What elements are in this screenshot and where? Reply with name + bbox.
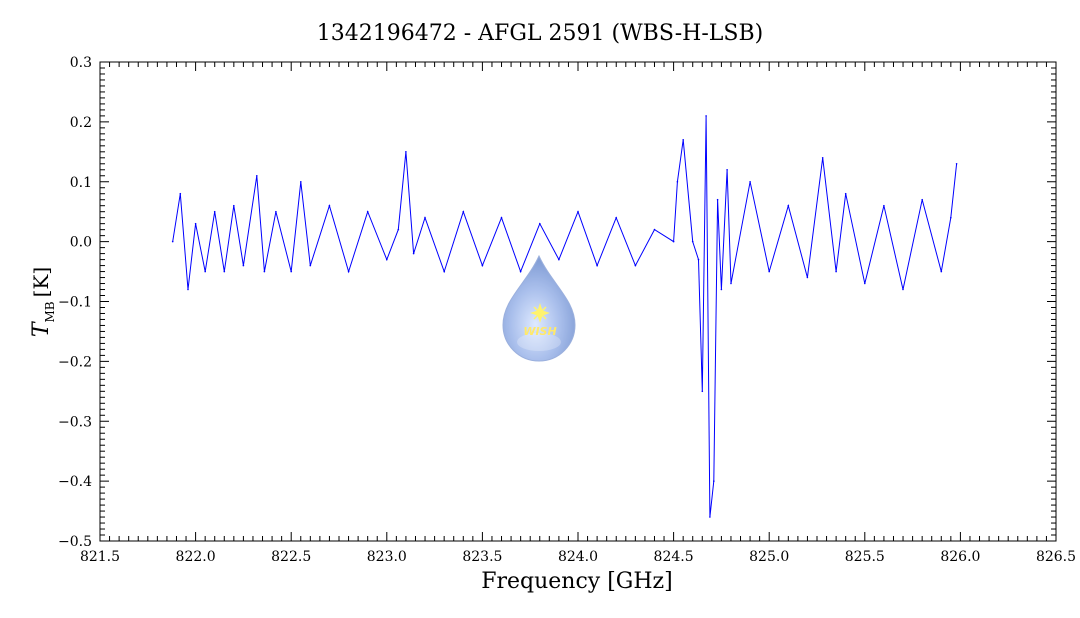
data-point [242,264,245,267]
data-point [883,204,885,207]
y-axis-title-unit: [K] [29,267,53,298]
data-point [405,151,407,153]
y-tick-label: 0.1 [70,175,92,191]
data-point [596,264,598,267]
x-tick-label: 826.5 [1036,549,1076,565]
data-point [921,198,923,201]
data-point [309,264,312,267]
y-tick-label: 0.2 [70,115,92,131]
data-point [462,210,465,213]
x-tick-label: 824.5 [654,549,694,565]
data-point [558,258,560,261]
x-tick-label: 825.5 [845,549,885,565]
x-tick-label: 825.0 [749,549,789,565]
wish-logo: WISH [502,254,576,362]
svg-text:TMB[K]: TMB [K] [29,267,57,337]
data-point [697,258,700,261]
y-axis-title: TMB [K] [29,267,57,337]
data-point [940,270,943,273]
data-point [615,216,617,219]
y-tick-label: −0.4 [58,474,92,490]
y-tick-label: −0.2 [58,354,92,370]
plot-series [171,115,958,518]
data-point [275,210,277,213]
chart-title: 1342196472 - AFGL 2591 (WBS-H-LSB) [317,21,763,46]
data-point [424,216,426,219]
data-point [768,270,770,273]
data-point [806,276,809,279]
data-point [713,480,715,482]
x-axis-title: Frequency [GHz] [481,569,673,594]
data-point [347,270,350,273]
logo-label: WISH [523,325,556,338]
data-point [821,157,824,159]
x-tick-label: 823.0 [367,549,407,565]
data-point [676,181,679,183]
y-tick-label: −0.5 [58,534,92,550]
plot-frame [99,61,1057,542]
data-point [864,282,866,285]
y-tick-label: −0.1 [58,295,92,311]
y-axis-title-sub: MB [43,301,57,322]
data-point [720,288,723,291]
data-point [179,192,182,195]
data-point [634,264,637,267]
x-tick-label: 826.0 [940,549,980,565]
data-point [300,181,302,183]
y-tick-label: 0.0 [70,235,92,251]
data-point [328,204,331,207]
x-tick-label: 822.5 [271,549,311,565]
data-point [171,240,174,243]
data-point [705,115,707,117]
data-point [691,240,694,243]
data-point [233,204,235,207]
data-point [730,282,732,285]
data-point [194,222,197,225]
y-axis: −0.5 −0.4 −0.3 −0.2 −0.1 0.0 0.1 0.2 0.3 [58,55,1056,550]
data-point [500,216,503,219]
data-point [412,252,415,255]
data-point [955,163,958,165]
data-point [749,181,751,183]
data-point [902,288,904,291]
data-point [481,264,484,267]
data-point [682,139,684,141]
data-point [835,270,837,273]
data-point [223,270,226,273]
data-point [397,228,400,231]
x-tick-label: 823.5 [462,549,502,565]
data-point [672,240,675,243]
data-point [726,169,728,171]
data-point [255,175,258,177]
data-point [577,210,579,213]
data-point [519,270,522,273]
data-point [950,216,952,219]
data-point [204,270,206,273]
data-point [187,288,189,291]
data-point [263,270,266,273]
data-point [716,198,719,201]
data-point [844,192,847,195]
data-point [290,270,293,273]
y-tick-label: 0.3 [70,55,92,71]
data-point [213,210,216,213]
x-tick-label: 821.5 [80,549,120,565]
x-tick-label: 822.0 [176,549,216,565]
series-line-0 [172,115,958,518]
y-axis-title-main: T [29,320,54,337]
data-point [787,204,790,207]
data-point [539,222,541,225]
data-point [386,258,388,261]
x-axis: 821.5 822.0 822.5 823.0 823.5 824.0 824.5 825.0… [80,62,1076,565]
y-tick-label: −0.3 [58,414,92,430]
data-point [366,210,369,213]
data-point [709,516,711,518]
data-point [443,270,446,273]
data-point [653,228,656,231]
star-icon [530,303,550,323]
x-tick-label: 824.0 [558,549,598,565]
data-point [701,390,704,393]
